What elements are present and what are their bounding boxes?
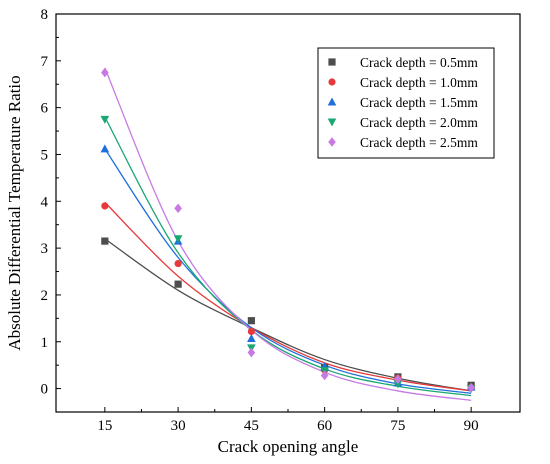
x-tick-label: 75 (390, 418, 405, 434)
y-tick-label: 2 (41, 288, 49, 304)
legend-box (317, 47, 495, 159)
data-point-series-2 (101, 202, 109, 210)
data-point-series-4 (173, 235, 183, 244)
y-axis-label: Absolute Differential Temperature Ratio (5, 75, 24, 350)
legend-label: Crack depth = 2.5mm (360, 135, 478, 150)
y-tick-label: 6 (41, 101, 49, 117)
legend-marker (328, 137, 336, 147)
x-tick-label: 15 (97, 418, 112, 434)
legend-label: Crack depth = 1.5mm (360, 95, 478, 110)
fit-line-series-5 (104, 67, 472, 401)
data-point-series-3 (100, 144, 110, 153)
data-point-series-5 (394, 374, 402, 385)
y-tick-label: 4 (41, 194, 49, 210)
data-point-series-2 (247, 327, 255, 336)
data-point-series-5 (320, 370, 329, 381)
data-point-series-5 (101, 67, 109, 78)
legend-marker (328, 58, 336, 66)
data-point-series-5 (467, 382, 475, 393)
y-tick-label: 0 (41, 382, 49, 398)
legend-marker (327, 97, 337, 106)
data-point-series-1 (101, 237, 109, 245)
legend: Crack depth = 0.5mm Crack depth = 1.0mm Cr… (317, 47, 495, 159)
x-tick-label: 30 (171, 418, 186, 434)
legend-label: Crack depth = 0.5mm (360, 55, 478, 70)
legend-marker (328, 78, 336, 86)
x-axis-label: Crack opening angle (218, 437, 359, 456)
x-tick-label: 45 (244, 418, 259, 434)
fit-line-series-3 (104, 148, 472, 394)
fit-line-series-4 (104, 116, 472, 397)
legend-marker (327, 118, 337, 127)
data-point-series-3 (247, 333, 256, 342)
data-points (100, 67, 476, 394)
data-point-series-4 (393, 380, 403, 389)
y-tick-label: 8 (41, 7, 49, 23)
y-tick-label: 3 (41, 241, 49, 257)
data-point-series-1 (174, 280, 182, 288)
x-tick-label: 90 (464, 418, 479, 434)
x-tick-label: 60 (317, 418, 332, 434)
fit-line-series-1 (104, 238, 472, 392)
data-point-series-5 (174, 203, 182, 214)
data-point-series-4 (100, 115, 110, 124)
y-tick-label: 1 (41, 335, 49, 351)
data-point-series-5 (247, 347, 256, 358)
legend-label: Crack depth = 1.0mm (360, 75, 478, 90)
data-point-series-2 (174, 259, 182, 268)
data-point-series-1 (247, 317, 255, 325)
y-tick-label: 5 (41, 147, 49, 163)
y-tick-label: 7 (41, 54, 49, 70)
legend-label: Crack depth = 2.0mm (360, 115, 478, 130)
fit-line-series-2 (104, 201, 472, 392)
